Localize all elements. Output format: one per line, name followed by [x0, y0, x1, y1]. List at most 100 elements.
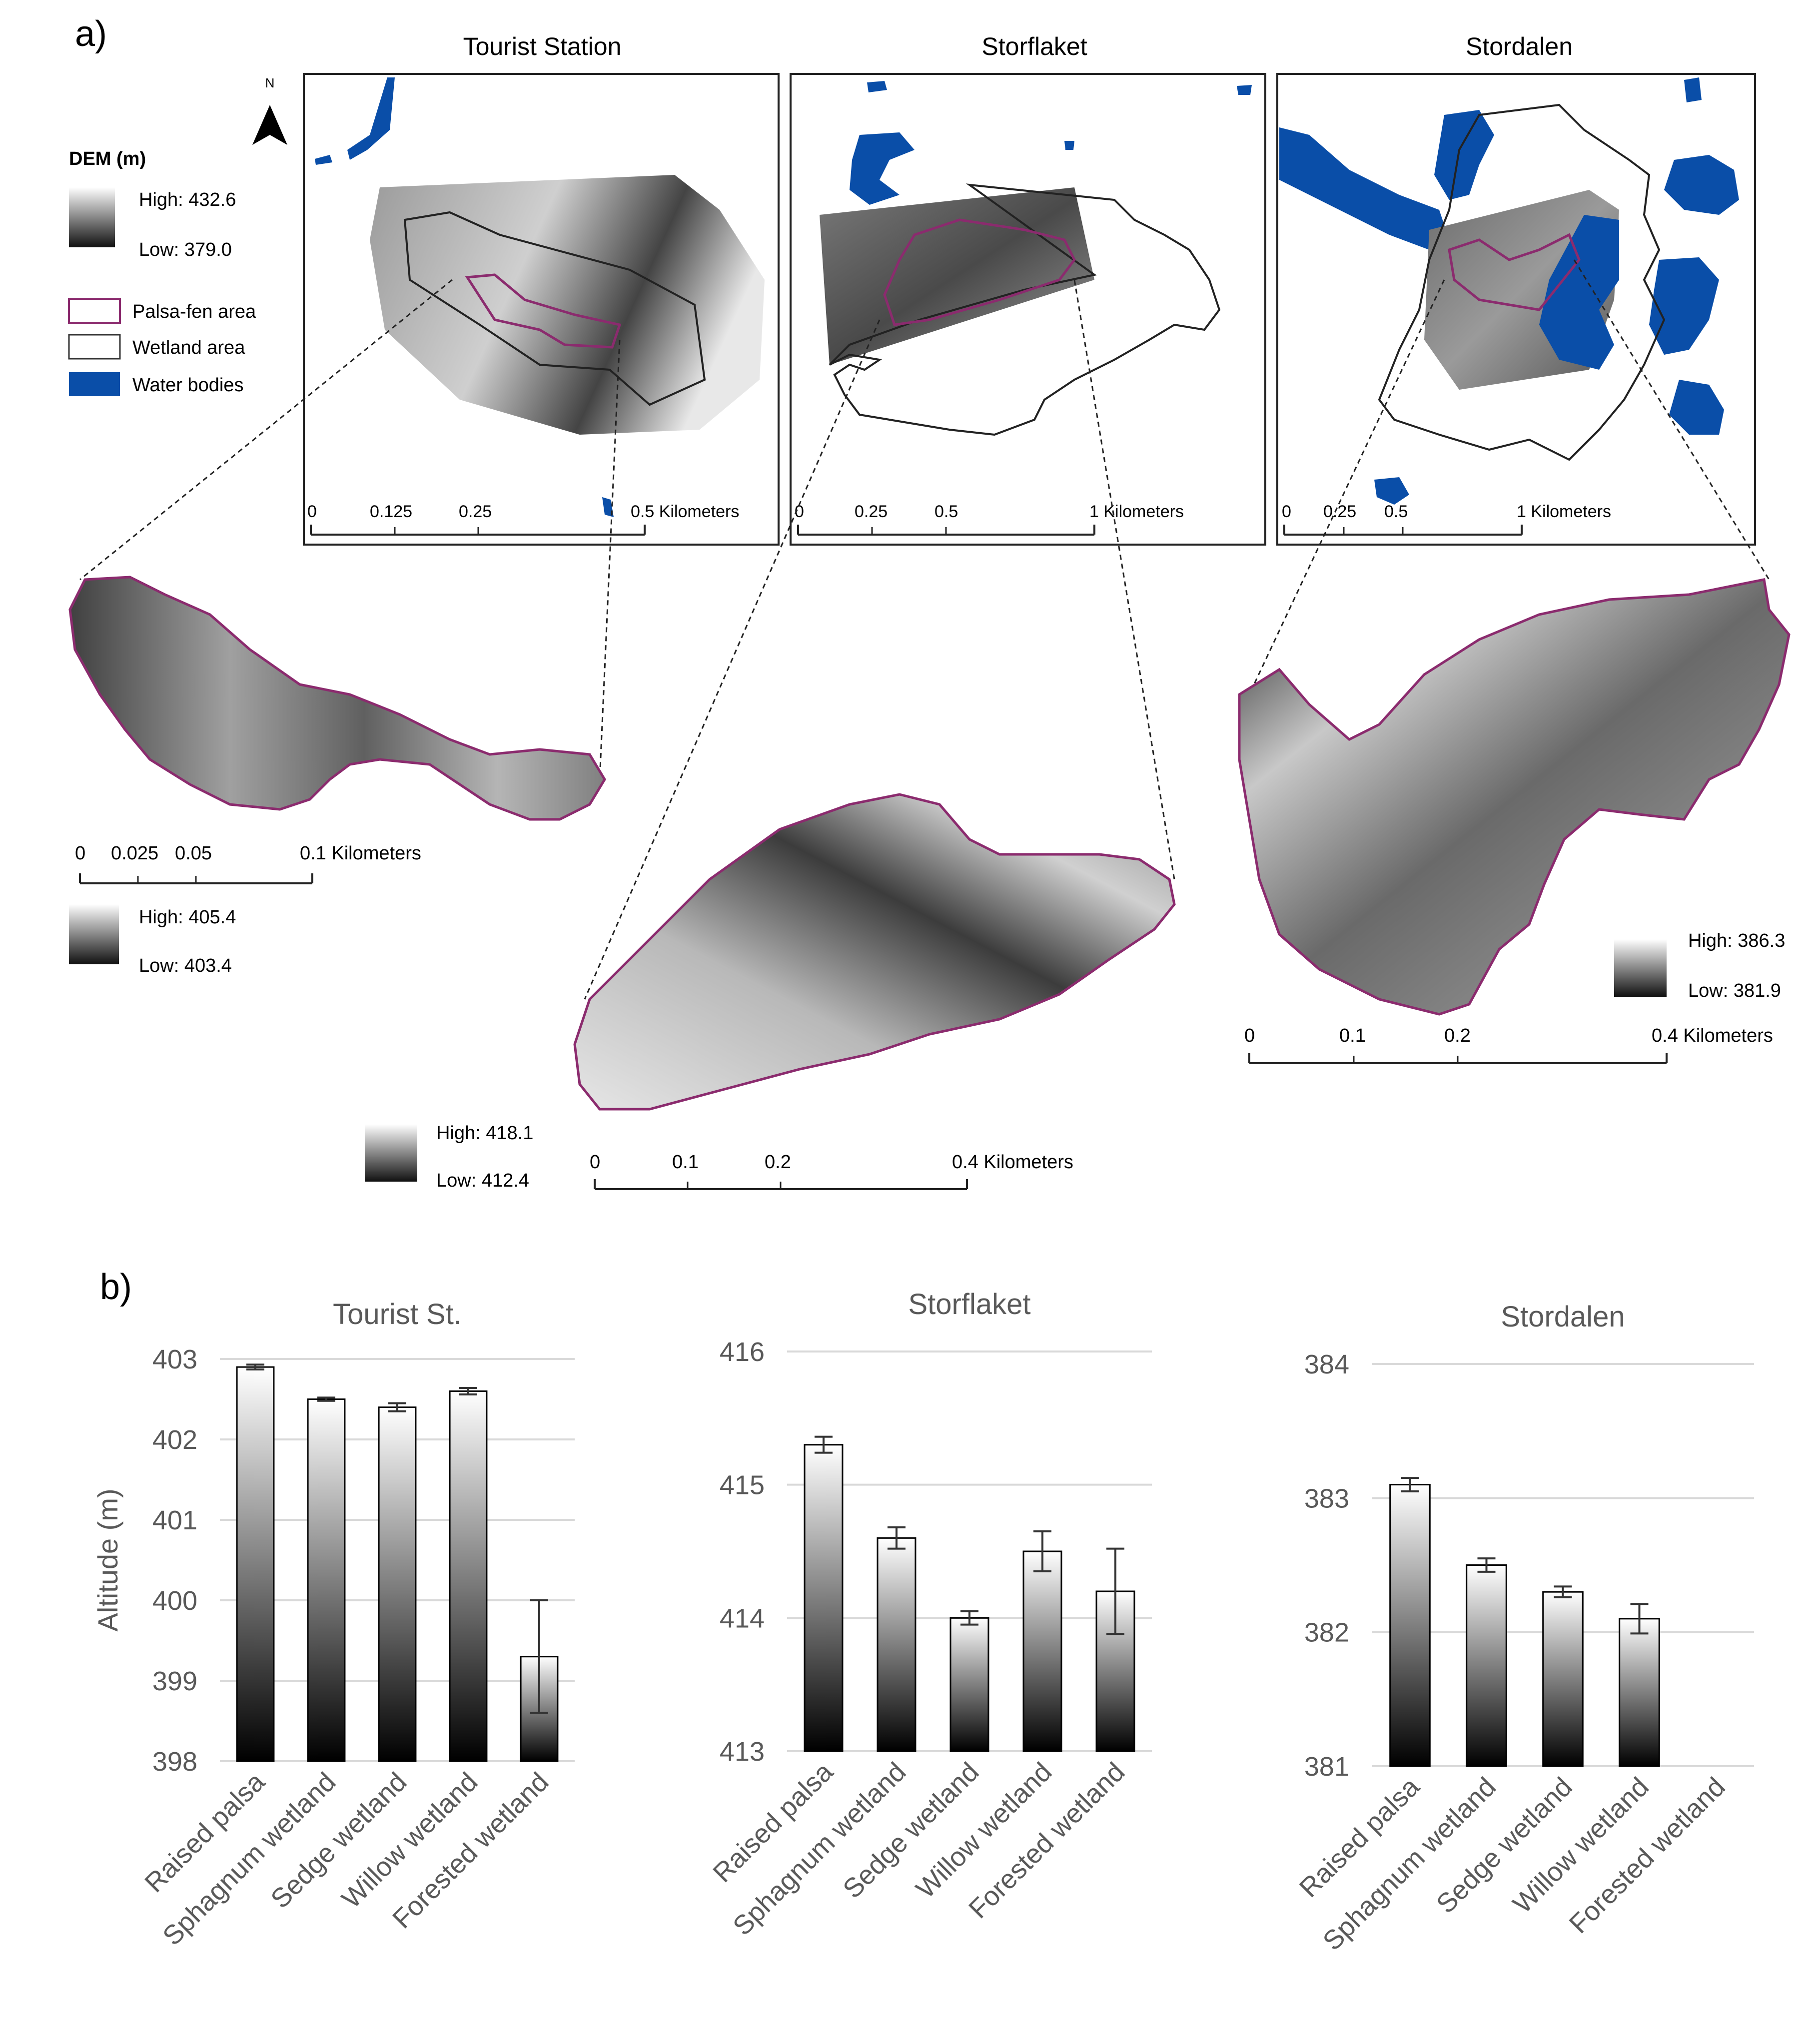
scale-label: 0.4 Kilometers: [952, 1152, 1073, 1173]
y-tick-label: 383: [1304, 1483, 1349, 1513]
bar: [1389, 1484, 1431, 1767]
bar: [804, 1444, 844, 1752]
scale-label: 0.25: [459, 502, 492, 521]
north-label: N: [265, 75, 275, 90]
chart-title: Storflaket: [909, 1288, 1031, 1321]
y-tick-label: 415: [720, 1470, 765, 1500]
bar: [307, 1398, 346, 1762]
chart-title: Tourist St.: [333, 1298, 462, 1331]
y-tick-label: 384: [1304, 1349, 1349, 1379]
palsa-fen-outline: [883, 218, 1076, 326]
error-bar: [1106, 1547, 1124, 1635]
map-stordalen: 0 0.25 0.5 1 Kilometers: [1276, 73, 1756, 546]
legend-palsa-swatch: [68, 298, 121, 324]
connector-line: [1248, 279, 1445, 695]
palsa-fen-dem: [68, 576, 606, 821]
scale-label: 0: [1282, 502, 1291, 521]
legend-palsa-label: Palsa-fen area: [132, 301, 256, 322]
error-bar: [530, 1599, 548, 1714]
scale-label: 0: [307, 502, 317, 521]
inset-low: Low: 381.9: [1688, 980, 1781, 1001]
wetland-outline: [829, 183, 1221, 436]
y-tick-label: 382: [1304, 1618, 1349, 1648]
water-body: [867, 81, 887, 92]
inset-low: Low: 412.4: [436, 1170, 529, 1191]
bar: [1466, 1564, 1507, 1767]
error-bar: [388, 1402, 406, 1412]
inset-high: High: 405.4: [139, 907, 236, 928]
map-title-storflaket: Storflaket: [981, 32, 1087, 60]
dem-raster: [370, 175, 765, 435]
legend-water-swatch: [69, 372, 120, 396]
error-bar: [1554, 1585, 1572, 1598]
error-bar: [960, 1610, 978, 1626]
palsa-fen-dem: [1238, 578, 1791, 1016]
scale-label: 0: [75, 843, 85, 864]
zoom-connectors: [79, 259, 1770, 1000]
water-body: [1434, 110, 1494, 200]
y-axis-label: Altitude (m): [92, 1488, 123, 1631]
error-bar: [1401, 1477, 1419, 1492]
y-tick-label: 381: [1304, 1752, 1349, 1782]
y-tick-label: 416: [720, 1337, 765, 1367]
legend-dem-ramp: [69, 187, 115, 247]
wetland-outline: [403, 211, 706, 406]
map-title-tourist: Tourist Station: [463, 32, 622, 60]
legend-wetland-swatch: [68, 334, 121, 360]
water-body: [1279, 127, 1449, 250]
water-body: [1649, 257, 1719, 355]
bar: [449, 1390, 488, 1762]
scale-label: 1 Kilometers: [1089, 502, 1184, 521]
wetland-outline: [1378, 103, 1666, 461]
connector-line: [79, 279, 453, 581]
scale-label: 0.2: [1444, 1025, 1471, 1046]
panel-b-label: b): [100, 1267, 132, 1307]
error-bar: [1630, 1603, 1649, 1635]
water-body: [850, 132, 914, 205]
scale-label: 0.1: [1339, 1025, 1366, 1046]
legend-dem-low: Low: 379.0: [139, 239, 232, 260]
y-tick-label: 414: [720, 1603, 765, 1633]
bar: [1619, 1618, 1660, 1767]
error-bar: [246, 1363, 264, 1370]
scale-label: 0.4 Kilometers: [1652, 1025, 1773, 1046]
bar: [1542, 1591, 1584, 1767]
water-body: [1664, 155, 1739, 215]
legend-title: DEM (m): [69, 148, 146, 169]
panel-a-label: a): [75, 14, 107, 54]
y-tick-label: 398: [152, 1747, 197, 1777]
bar: [236, 1366, 275, 1762]
legend-wetland-label: Wetland area: [132, 337, 245, 358]
error-bar: [459, 1386, 477, 1395]
scale-label: 0.05: [175, 843, 212, 864]
scale-label: 0.5: [1384, 502, 1408, 521]
scale-label: 0: [590, 1152, 600, 1173]
water-body: [1064, 141, 1074, 150]
scale-label: 0.125: [370, 502, 412, 521]
scale-label: 0.5 Kilometers: [631, 502, 739, 521]
map-title-stordalen: Stordalen: [1466, 32, 1573, 60]
water-body: [1539, 215, 1619, 370]
legend-dem-ramp: [1614, 939, 1667, 997]
y-tick-label: 413: [720, 1737, 765, 1767]
bar: [1022, 1550, 1062, 1752]
y-tick-label: 402: [152, 1425, 197, 1455]
inset-tourist: 0 0.025 0.05 0.1 Kilometers High: 405.4 …: [68, 576, 606, 976]
bar: [949, 1617, 989, 1752]
inset-storflaket: 0 0.1 0.2 0.4 Kilometers High: 418.1 Low…: [365, 793, 1176, 1191]
scale-label: 0.25: [1323, 502, 1356, 521]
error-bar: [317, 1396, 335, 1402]
water-body: [1237, 85, 1252, 95]
y-tick-label: 403: [152, 1345, 197, 1374]
bar-charts: Tourist St. 398 399 400 401 402 403 Altitude (m…: [92, 1288, 1754, 1956]
error-bar: [888, 1526, 906, 1550]
dem-raster: [820, 187, 1094, 365]
palsa-fen-outline: [1448, 233, 1581, 311]
x-tick-label: Willow wetland: [1507, 1772, 1655, 1919]
scale-label: 0.025: [111, 843, 158, 864]
water-body: [1374, 477, 1409, 505]
bar: [877, 1537, 916, 1752]
inset-high: High: 386.3: [1688, 930, 1785, 951]
